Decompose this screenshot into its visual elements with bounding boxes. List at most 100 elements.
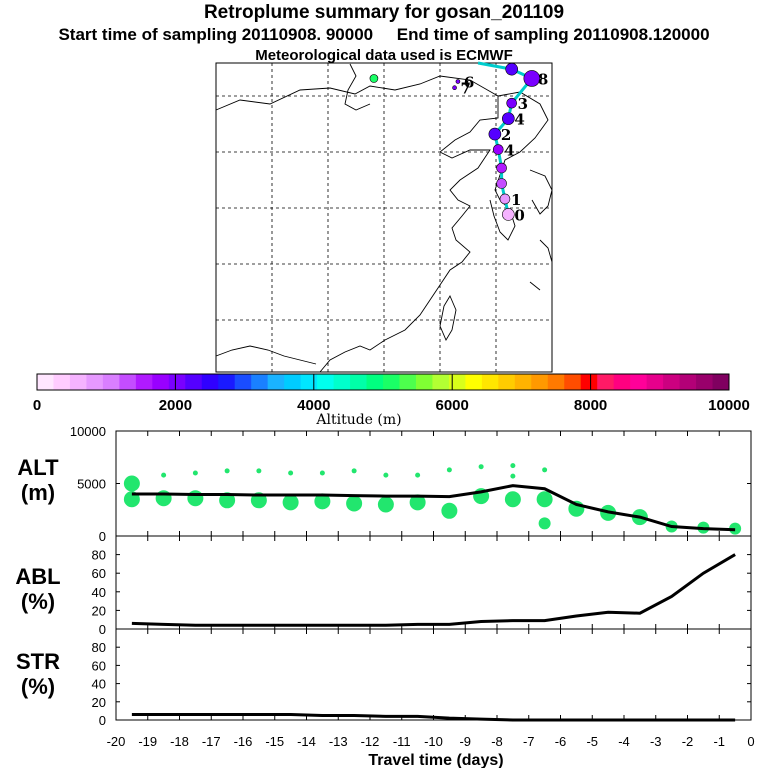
colorbar-tick-label: 0 (33, 397, 41, 414)
colorbar-cell (119, 374, 137, 390)
x-tick-label: -16 (234, 734, 253, 749)
colorbar-cell (152, 374, 170, 390)
plume-cluster-dot (314, 493, 331, 510)
colorbar-cell (547, 374, 565, 390)
plume-cluster-dot (377, 496, 394, 513)
coastlines (215, 63, 553, 373)
colorbar-tick-label: 10000 (708, 397, 750, 414)
colorbar-cell (218, 374, 236, 390)
colorbar-cells (37, 374, 730, 390)
y-tick-label: 0 (99, 713, 106, 728)
x-axis-label: Travel time (days) (368, 752, 503, 768)
plume-marker (455, 79, 461, 84)
colorbar-tick-label: 8000 (574, 397, 607, 414)
plume-cluster-dot (409, 494, 426, 511)
x-tick-label: -4 (618, 734, 630, 749)
plume-cluster-dot (542, 467, 548, 473)
colorbar-cell (185, 374, 203, 390)
colorbar-cell (465, 374, 483, 390)
x-tick-label: -1 (713, 734, 725, 749)
plume-marker (505, 62, 518, 76)
y-tick-label: 80 (92, 640, 106, 655)
plume-cluster-dot (123, 475, 140, 492)
str-yticks: 80 60 40 20 0 (92, 640, 751, 728)
colorbar-cell (712, 374, 730, 390)
plume-cluster-dot (504, 491, 521, 508)
colorbar-cell (613, 374, 631, 390)
alt-yticks: 10000 5000 0 (70, 424, 751, 544)
plume-marker (488, 127, 502, 141)
plume-marker-label: 8 (538, 70, 548, 88)
plume-marker (499, 193, 511, 205)
plume-marker-label: 0 (514, 206, 524, 224)
colorbar-cell (646, 374, 664, 390)
colorbar-cell (679, 374, 697, 390)
colorbar-dividers (174, 374, 592, 390)
plume-marker (506, 97, 517, 109)
x-tick-label: -12 (361, 734, 380, 749)
colorbar-cell (86, 374, 104, 390)
x-tick-label: 0 (747, 734, 754, 749)
x-tick-label: -20 (107, 734, 126, 749)
colorbar-cell (234, 374, 252, 390)
plume-cluster-dot (446, 467, 452, 473)
alt-mean-line (131, 484, 736, 532)
plume-marker-label: 3 (518, 95, 528, 113)
x-tick-label: -11 (393, 734, 411, 749)
plume-cluster-dot (351, 468, 357, 474)
colorbar-tick-label: 2000 (159, 397, 192, 414)
x-tick-label: -10 (424, 734, 443, 749)
colorbar-cell (201, 374, 219, 390)
abl-panel-unit: (%) (21, 589, 55, 614)
y-tick-label: 80 (92, 548, 106, 563)
colorbar-ticks: 0 2000 4000 6000 8000 10000 (33, 397, 750, 414)
plume-cluster-dot (282, 494, 299, 511)
colorbar-cell (333, 374, 351, 390)
abl-panel-frame (115, 535, 752, 630)
colorbar-cell (350, 374, 368, 390)
plume-marker (502, 208, 515, 221)
y-tick-label: 60 (92, 658, 106, 673)
plume-marker-label: 6 (464, 74, 474, 92)
y-tick-label: 60 (92, 566, 106, 581)
colorbar-cell (251, 374, 269, 390)
colorbar-cell (383, 374, 400, 390)
x-tick-label: -5 (586, 734, 598, 749)
plume-cluster-dot (219, 492, 236, 509)
y-tick-label: 0 (99, 622, 106, 637)
abl-line (131, 553, 736, 627)
plume-cluster-dot (478, 464, 484, 470)
y-tick-label: 20 (92, 695, 106, 710)
plume-cluster-dot (536, 491, 553, 508)
colorbar-tick-label: 6000 (436, 397, 469, 414)
colorbar-cell (498, 374, 516, 390)
x-tick-label: -9 (459, 734, 471, 749)
colorbar-cell (448, 374, 466, 390)
x-tick-label: -18 (170, 734, 189, 749)
plume-cluster-dot (319, 470, 325, 476)
colorbar-cell (300, 374, 318, 390)
plume-cluster-dot (510, 463, 516, 469)
colorbar-cell (663, 374, 681, 390)
met-data-label: Meteorological data used is ECMWF (255, 47, 513, 64)
alt-panel-unit: (m) (21, 480, 55, 505)
sampling-times: Start time of sampling 20110908. 90000 E… (0, 25, 768, 45)
colorbar-cell (597, 374, 615, 390)
colorbar-label: Altitude (m) (315, 412, 401, 428)
colorbar-frame (36, 373, 730, 391)
plume-marker (523, 70, 541, 87)
str-panel-unit: (%) (21, 674, 55, 699)
x-tick-label: -8 (491, 734, 503, 749)
y-tick-label: 40 (92, 585, 106, 600)
plume-marker-label: 2 (501, 126, 511, 144)
plume-cluster-dot (346, 495, 363, 512)
plume-cluster-dot (224, 468, 230, 474)
alt-plume-clusters (123, 463, 742, 535)
colorbar-cell (432, 374, 450, 390)
y-tick-label: 0 (99, 529, 106, 544)
colorbar-cell (531, 374, 549, 390)
colorbar-cell (53, 374, 71, 390)
colorbar-cell (481, 374, 499, 390)
y-tick-label: 40 (92, 677, 106, 692)
